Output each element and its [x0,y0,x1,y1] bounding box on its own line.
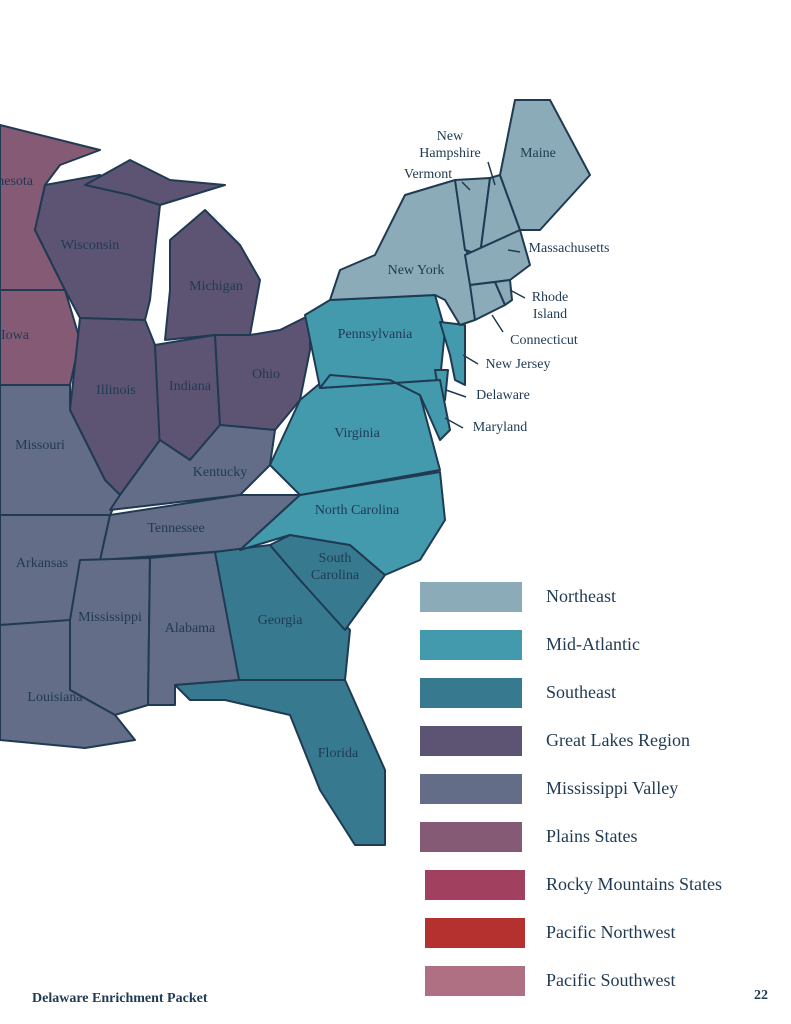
state-label: Carolina [311,568,360,583]
footer-title: Delaware Enrichment Packet [32,991,208,1006]
leader-line [507,249,521,253]
leader-line [491,314,504,333]
state-label: Mississippi [78,610,142,625]
state-label: North Carolina [315,503,400,518]
legend-label: Rocky Mountains States [546,874,722,894]
state-label: Virginia [334,426,380,441]
leader-line [487,161,496,186]
state-label: Florida [318,746,359,761]
state-label: Arkansas [16,556,68,571]
state-shape [499,99,591,231]
state-shape [319,374,451,441]
state-label: Pennsylvania [338,327,413,342]
state-label: New [437,129,464,144]
state-label: Kentucky [193,465,247,480]
state-label: Delaware [476,388,530,403]
state-label: Missouri [15,438,65,453]
state-label: South [319,551,352,566]
state-label: Michigan [189,279,243,294]
state-label: Alabama [165,621,216,636]
state-labels: Minnesota Wisconsin Michigan Iowa Illinois In… [0,129,609,761]
state-label: Louisiana [27,690,83,705]
legend-label: Northeast [546,586,616,606]
state-label: Illinois [96,383,136,398]
state-label: Rhode [532,290,569,305]
state-shape [464,229,531,286]
legend-swatch [420,582,522,612]
state-shape [0,619,136,749]
leader-line [444,417,464,429]
legend-swatch [425,870,525,900]
legend-label: Pacific Northwest [546,922,675,942]
state-shape [494,279,513,306]
state-label: Maryland [473,420,527,435]
legend-label: Mid-Atlantic [546,634,640,654]
legend-label: Pacific Southwest [546,970,675,990]
state-label: Massachusetts [529,241,610,256]
legend-swatch [420,822,522,852]
legend-label: Mississippi Valley [546,778,678,798]
page-number: 22 [754,988,768,1003]
leader-line [445,389,467,398]
state-label: Maine [520,146,556,161]
legend-swatch [420,630,522,660]
legend-swatch [425,918,525,948]
legend-label: Great Lakes Region [546,730,690,750]
legend: Northeast Mid-Atlantic Southeast Great Lake… [420,582,722,996]
legend-swatch [420,726,522,756]
map [0,99,591,846]
state-label: New Jersey [486,357,551,372]
state-label: Hampshire [419,146,480,161]
state-label: Wisconsin [61,238,120,253]
legend-label: Southeast [546,682,616,702]
state-shape [84,159,226,206]
state-label: Georgia [258,613,304,628]
state-label: Ohio [252,367,280,382]
legend-swatch [425,966,525,996]
leader-line [461,181,471,191]
legend-swatch [420,678,522,708]
state-label: Iowa [1,328,30,343]
state-shape [164,209,261,341]
state-label: Indiana [169,379,212,394]
legend-label: Plains States [546,826,638,846]
state-shape [109,424,276,511]
state-label: Minnesota [0,174,34,189]
state-label: Tennessee [147,521,204,536]
state-shape [174,679,386,846]
legend-swatch [420,774,522,804]
leader-line [509,289,526,299]
leader-line [462,354,479,365]
state-label: New York [388,263,445,278]
state-label: Connecticut [510,333,578,348]
state-label: Vermont [404,167,452,182]
state-label: Island [533,307,567,322]
